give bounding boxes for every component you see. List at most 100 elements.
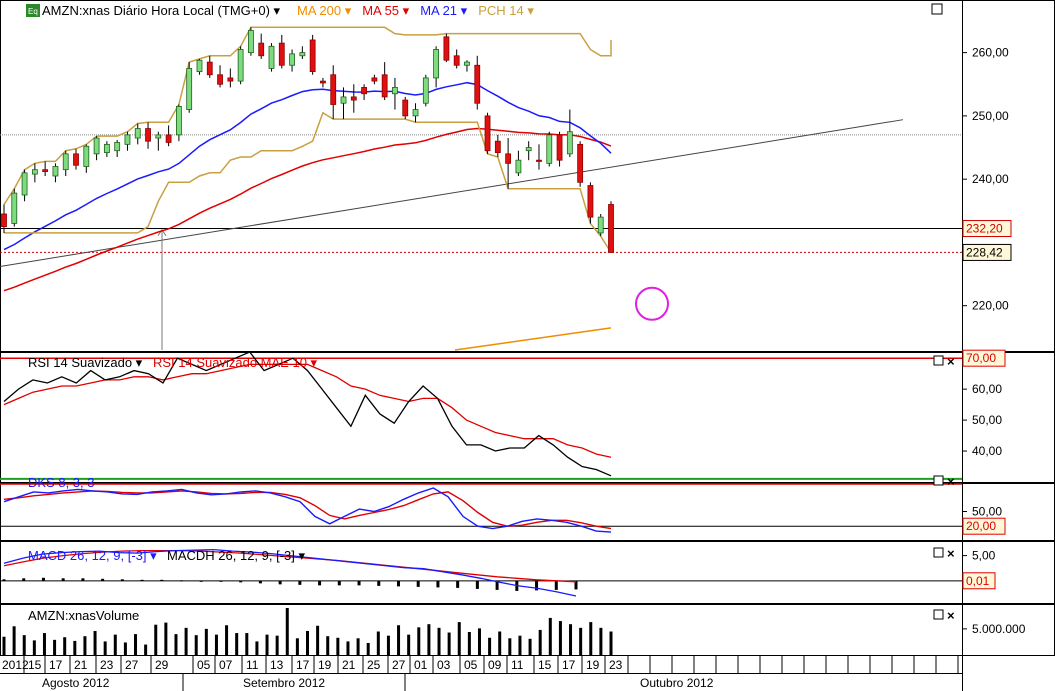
candle[interactable] [536, 159, 542, 162]
candle[interactable] [83, 145, 90, 167]
rsi-legend[interactable]: RSI 14 Suavizado MAE 10 ▾ [153, 355, 318, 370]
price-panel[interactable]: 260,00 250,00 240,00 220,00 232,20 228,42 [0, 3, 1012, 351]
macd-panel[interactable]: 5,00 0,01 [0, 549, 996, 597]
date-label: 11 [246, 658, 259, 672]
candle[interactable] [320, 80, 326, 84]
candle[interactable] [42, 169, 49, 172]
candle[interactable] [145, 128, 151, 142]
candle[interactable] [361, 87, 367, 95]
candle[interactable] [103, 143, 110, 153]
candle[interactable] [340, 96, 347, 104]
candle[interactable] [309, 39, 316, 72]
candle[interactable] [196, 59, 203, 73]
candle[interactable] [371, 77, 378, 82]
candle[interactable] [597, 216, 604, 234]
candle[interactable] [21, 172, 28, 196]
indicator-label[interactable]: PCH 14 ▾ [478, 3, 534, 18]
candle[interactable] [464, 61, 470, 66]
candle[interactable] [350, 96, 357, 101]
volume-bar [609, 631, 613, 655]
candle[interactable] [73, 153, 79, 166]
volume-bar [295, 638, 299, 655]
indicator-label[interactable]: MA 200 ▾ [297, 3, 352, 18]
maximize-icon[interactable] [933, 355, 944, 366]
candle[interactable] [11, 192, 18, 224]
macd-legend[interactable]: MACD 26, 12, 9, [-3] ▾ [28, 548, 157, 563]
candle[interactable] [474, 64, 481, 104]
rsi-panel[interactable]: 60,00 50,00 40,00 70,00 [0, 349, 1006, 480]
candle[interactable] [412, 109, 419, 117]
close-icon[interactable]: × [947, 546, 955, 561]
candle[interactable] [237, 49, 244, 82]
candle[interactable] [155, 134, 162, 139]
candle[interactable] [381, 74, 388, 98]
candle[interactable] [217, 74, 223, 85]
maximize-icon[interactable] [931, 3, 943, 15]
candle[interactable] [258, 42, 265, 57]
time-axis: 2012 15 17 21 23 27 29 05 07 11 13 17 19 21 25 27 01 03 05… [2, 656, 959, 691]
candle[interactable] [52, 166, 59, 177]
stochastic-legend[interactable]: DKS 8, 3, 3 [28, 475, 94, 490]
candle[interactable] [227, 77, 234, 82]
candle[interactable] [402, 99, 409, 117]
symbol-title[interactable]: AMZN:xnas Diário Hora Local (TMG+0) ▾ [42, 3, 281, 18]
candle[interactable] [93, 137, 100, 155]
volume-panel[interactable]: 5.000.000 [2, 608, 1026, 655]
candle[interactable] [62, 153, 69, 171]
price-tag-box [962, 220, 1012, 238]
volume-legend[interactable]: AMZN:xnasVolume [28, 608, 139, 623]
month-label: Setembro 2012 [243, 676, 325, 690]
rsi-legend[interactable]: RSI 14 Suavizado ▾ [28, 355, 143, 370]
candle[interactable] [422, 77, 429, 104]
candle[interactable] [206, 61, 213, 76]
indicator-label[interactable]: MA 21 ▾ [420, 3, 467, 18]
volume-bar [255, 641, 259, 655]
maximize-icon[interactable] [933, 547, 944, 558]
candle[interactable] [494, 140, 501, 153]
volume-bar [123, 642, 127, 655]
candle[interactable] [433, 49, 440, 79]
candle[interactable] [175, 106, 182, 136]
close-icon[interactable]: × [947, 354, 955, 369]
candle[interactable] [546, 134, 553, 164]
close-icon[interactable]: × [947, 608, 955, 623]
candle[interactable] [278, 42, 285, 66]
candle[interactable] [566, 131, 573, 155]
candle[interactable] [289, 53, 295, 66]
rsi-level-label: 70,00 [966, 351, 996, 365]
candle[interactable] [608, 204, 614, 253]
maximize-icon[interactable] [933, 475, 944, 486]
candle[interactable] [484, 115, 491, 152]
candle[interactable] [556, 134, 563, 161]
candle[interactable] [186, 68, 193, 110]
candle[interactable] [587, 185, 594, 218]
candle[interactable] [330, 74, 337, 105]
candle[interactable] [299, 52, 306, 57]
close-icon[interactable]: × [947, 474, 955, 489]
candle[interactable] [515, 159, 522, 174]
maximize-icon[interactable] [933, 609, 944, 620]
macd-legend[interactable]: MACDH 26, 12, 9, [-3] ▾ [167, 548, 305, 563]
candle[interactable] [505, 153, 512, 164]
volume-bar [366, 642, 370, 655]
panel-frame [0, 0, 1055, 352]
candle[interactable] [525, 147, 532, 152]
candle[interactable] [114, 142, 121, 152]
macd-histogram-bar [495, 580, 499, 590]
candle[interactable] [248, 30, 254, 54]
candle[interactable] [31, 169, 38, 175]
indicator-label[interactable]: MA 55 ▾ [362, 3, 409, 18]
candle[interactable] [268, 45, 275, 69]
candle[interactable] [392, 87, 398, 95]
candle[interactable] [134, 128, 141, 139]
candle[interactable] [124, 134, 131, 145]
macd-histogram-bar [574, 580, 578, 590]
candle[interactable] [1, 213, 7, 228]
candle[interactable] [165, 134, 172, 143]
candle[interactable] [453, 55, 460, 66]
macd-histogram-bar [357, 580, 361, 586]
stochastic-level-label: 20,00 [966, 519, 996, 533]
candle[interactable] [577, 143, 584, 183]
candle[interactable] [443, 36, 450, 61]
